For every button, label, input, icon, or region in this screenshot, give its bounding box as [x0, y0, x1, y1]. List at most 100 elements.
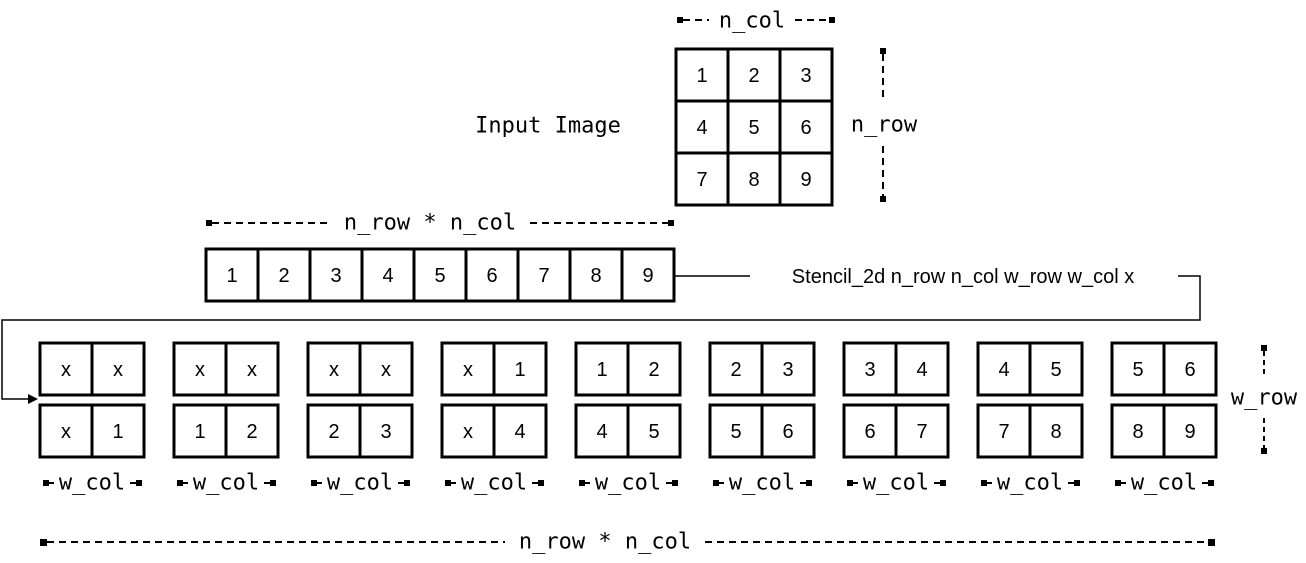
- window-cell: 4: [976, 341, 1032, 397]
- window-cell-value: 9: [1184, 421, 1195, 443]
- window-wcol-label: w_col: [729, 471, 795, 496]
- flat-cell-7-box: [516, 247, 572, 303]
- window-cell-box: [574, 341, 630, 397]
- window-cell: 5: [708, 403, 764, 459]
- window-cell: 6: [1162, 341, 1218, 397]
- window-cell-value: 2: [246, 421, 257, 443]
- flat-cell-2: 2: [256, 247, 312, 303]
- window-cell-box: [306, 341, 362, 397]
- window-cell-value: 4: [916, 359, 927, 381]
- input-pixel-6-value: 6: [800, 117, 811, 139]
- stencil-window: x 1 x 4 w_col: [440, 341, 548, 496]
- window-cell-value: x: [329, 359, 339, 381]
- window-cell-value: x: [463, 421, 473, 443]
- window-cell-value: 1: [194, 421, 205, 443]
- window-cell: 4: [894, 341, 950, 397]
- flat-cell-6-value: 6: [486, 265, 497, 287]
- window-cell-value: 3: [782, 359, 793, 381]
- window-cell-value: x: [463, 359, 473, 381]
- stencil-connector: [1, 275, 1201, 400]
- input-pixel-9: 9: [778, 151, 834, 207]
- input-pixel-9-value: 9: [800, 169, 811, 191]
- input-pixel-2: 2: [726, 47, 782, 103]
- input-pixel-4: 4: [674, 99, 730, 155]
- window-cell-box: [626, 341, 682, 397]
- input-ncol-label: n_col: [719, 9, 785, 34]
- flattened-length-label: n_row * n_col: [344, 211, 516, 236]
- flattened-length-dimension: [206, 220, 674, 226]
- window-wcol-label: w_col: [595, 471, 661, 496]
- flat-cell-5: 5: [412, 247, 468, 303]
- window-cell: 2: [224, 403, 280, 459]
- flat-cell-4-value: 4: [382, 265, 393, 287]
- window-cell-box: [440, 403, 496, 459]
- window-cell: 5: [1110, 341, 1166, 397]
- window-cell-value: 7: [916, 421, 927, 443]
- window-cell: 2: [306, 403, 362, 459]
- window-wcol-dimension: w_col: [847, 471, 946, 496]
- input-pixel-1: 1: [674, 47, 730, 103]
- window-wcol-dimension: w_col: [579, 471, 678, 496]
- window-cell-value: x: [61, 359, 71, 381]
- input-pixel-8-box: [726, 151, 782, 207]
- window-cell: 3: [358, 403, 414, 459]
- window-wcol-dimension: w_col: [981, 471, 1080, 496]
- flat-cell-4-box: [360, 247, 416, 303]
- input-image-title: Input Image: [475, 114, 621, 139]
- input-pixel-9-box: [778, 151, 834, 207]
- connector-arrowhead: [28, 394, 38, 404]
- input-pixel-7-box: [674, 151, 730, 207]
- window-wcol-label: w_col: [327, 471, 393, 496]
- input-pixel-5: 5: [726, 99, 782, 155]
- window-cell: 1: [90, 403, 146, 459]
- window-cell-value: x: [247, 359, 257, 381]
- input-pixel-7-value: 7: [696, 169, 707, 191]
- window-cell-value: 2: [648, 359, 659, 381]
- window-wcol-dimension: w_col: [177, 471, 276, 496]
- input-pixel-2-value: 2: [748, 65, 759, 87]
- window-cell: x: [90, 341, 146, 397]
- window-wrow-label: w_row: [1231, 386, 1298, 411]
- window-cell: 4: [574, 403, 630, 459]
- window-cell-box: [358, 341, 414, 397]
- window-cell-value: 5: [1132, 359, 1143, 381]
- window-cell: x: [306, 341, 362, 397]
- window-cell-value: 1: [514, 359, 525, 381]
- window-cell-box: [224, 341, 280, 397]
- stencil-window: 2 3 5 6 w_col: [708, 341, 816, 496]
- window-cell: 7: [894, 403, 950, 459]
- window-cell-value: 6: [1184, 359, 1195, 381]
- input-pixel-7: 7: [674, 151, 730, 207]
- window-cell-box: [90, 341, 146, 397]
- flat-cell-9: 9: [620, 247, 676, 303]
- flat-cell-5-value: 5: [434, 265, 445, 287]
- window-cell-box: [1028, 403, 1084, 459]
- flat-cell-3-value: 3: [330, 265, 341, 287]
- window-cell-box: [894, 341, 950, 397]
- window-cell: 5: [1028, 341, 1084, 397]
- flat-cell-5-box: [412, 247, 468, 303]
- input-pixel-1-box: [674, 47, 730, 103]
- stencil-call-label: Stencil_2d n_row n_col w_row w_col x: [792, 266, 1134, 288]
- stencil-window: x x 1 2 w_col: [172, 341, 280, 496]
- window-cell-box: [224, 403, 280, 459]
- window-cell-box: [626, 403, 682, 459]
- window-cell: 7: [976, 403, 1032, 459]
- window-wcol-dimension: w_col: [43, 471, 142, 496]
- window-cell-box: [306, 403, 362, 459]
- input-pixel-3: 3: [778, 47, 834, 103]
- window-cell-box: [760, 341, 816, 397]
- window-cell-box: [976, 403, 1032, 459]
- window-cell-value: x: [61, 421, 71, 443]
- window-cell-value: 6: [782, 421, 793, 443]
- window-cell-value: 5: [1050, 359, 1061, 381]
- window-cell: x: [440, 403, 496, 459]
- input-pixel-6-box: [778, 99, 834, 155]
- stencil-window: x x x 1 w_col: [38, 341, 146, 496]
- window-cell-box: [38, 403, 94, 459]
- flat-cell-1-value: 1: [226, 265, 237, 287]
- window-cell: 1: [574, 341, 630, 397]
- window-cell-value: 3: [864, 359, 875, 381]
- window-cell-box: [976, 341, 1032, 397]
